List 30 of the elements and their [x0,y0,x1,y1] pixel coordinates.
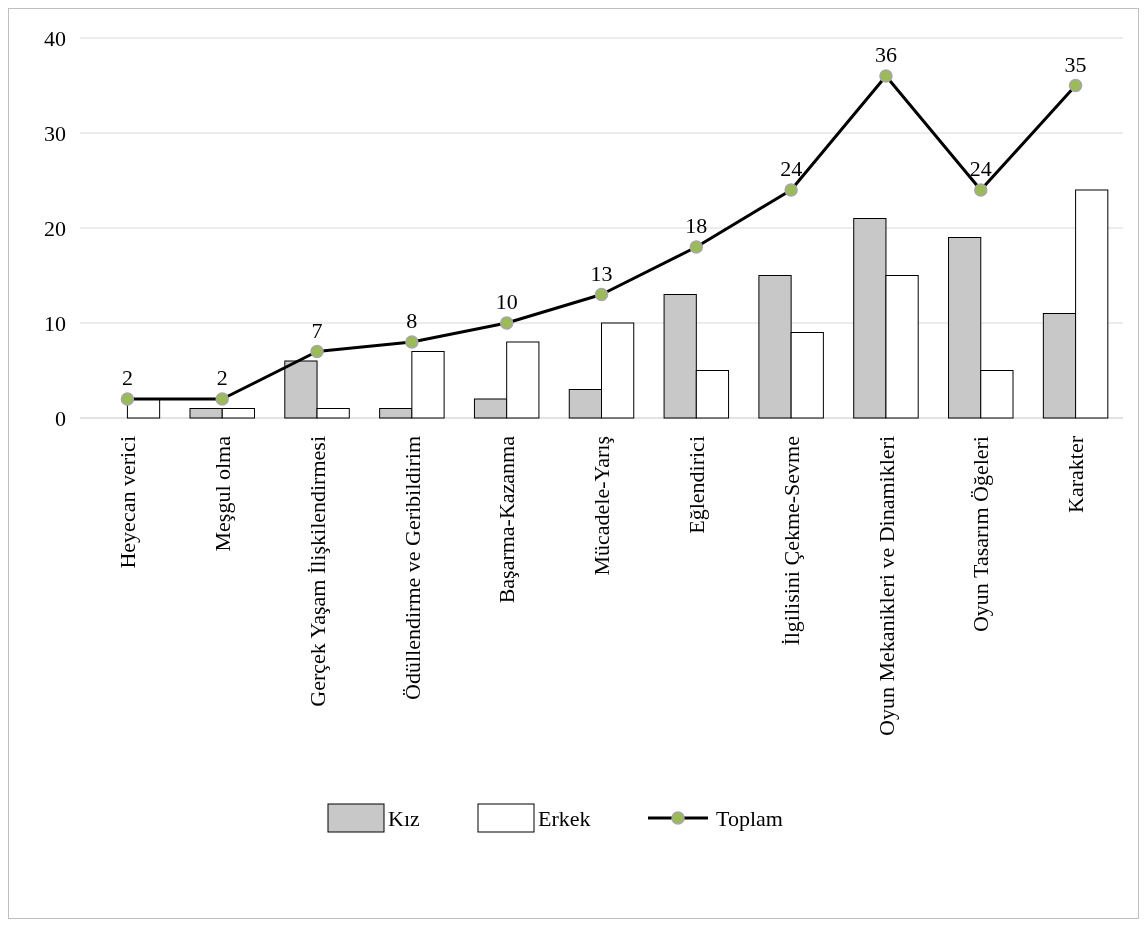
x-tick-label: Oyun Tasarım Öğeleri [968,436,994,633]
x-tick-label: Eğlendirici [684,436,710,534]
data-label: 2 [216,365,228,390]
y-tick-label: 30 [44,120,66,146]
legend-label: Erkek [538,805,591,831]
data-label: 24 [969,156,992,181]
data-label: 13 [590,260,613,286]
data-label: 10 [495,289,518,314]
legend-label: Toplam [716,805,783,831]
x-tick-label: İlgilisini Çekme-Sevme [778,436,804,646]
x-tick-label: Meşgul olma [209,435,235,552]
x-tick-label: Mücadele-Yarış [589,436,615,576]
x-tick-label: Başarma-Kazanma [494,435,520,604]
data-label: 36 [874,42,897,67]
data-label: 7 [311,317,323,343]
x-tick-label: Heyecan verici [115,436,141,569]
x-tick-label: Ödüllendirme ve Geribildirim [399,436,425,700]
x-tick-label: Karakter [1063,435,1089,513]
legend-label: Kız [388,805,420,831]
x-tick-label: Oyun Mekanikleri ve Dinamikleri [873,436,899,736]
data-label: 24 [780,156,803,181]
data-label: 18 [685,213,708,238]
y-tick-label: 40 [44,25,66,51]
data-label: 8 [406,308,418,333]
y-tick-label: 0 [55,405,66,431]
y-tick-label: 20 [44,215,66,241]
data-label: 2 [121,365,133,390]
x-tick-label: Gerçek Yaşam İlişkilendirmesi [304,436,330,707]
data-label: 35 [1064,51,1087,77]
y-tick-label: 10 [44,310,66,336]
